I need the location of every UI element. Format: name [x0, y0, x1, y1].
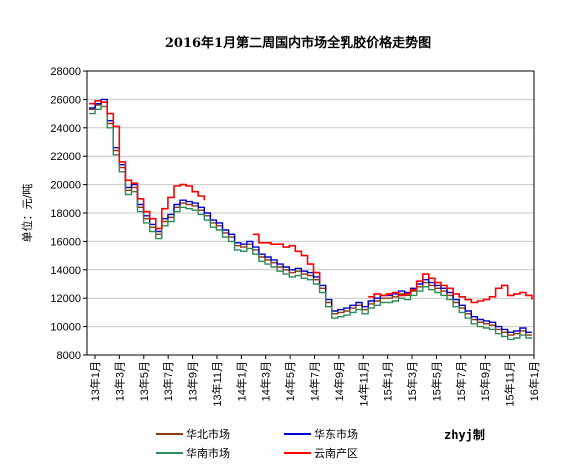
y-tick-label: 20000 [50, 180, 81, 192]
y-tick-label: 14000 [50, 265, 81, 277]
x-tick-label: 15年7月 [454, 361, 468, 401]
y-axis: 8000 10000 12000 14000 16000 18000 20000 22000 2… [50, 66, 87, 362]
x-tick-label: 14年3月 [259, 361, 273, 401]
y-axis-label: 单位：元/吨 [20, 184, 34, 243]
x-tick-label: 13年9月 [186, 361, 200, 401]
x-tick-label: 14年7月 [308, 361, 322, 401]
chart-title: 2016年1月第二周国内市场全乳胶价格走势图 [165, 35, 431, 51]
y-tick-label: 26000 [50, 94, 81, 106]
x-tick-label: 13年11月 [210, 361, 224, 407]
legend-label: 华北市场 [186, 427, 230, 441]
x-tick-label: 15年1月 [381, 361, 395, 401]
y-tick-label: 24000 [50, 123, 81, 135]
x-tick-label: 14年11月 [356, 361, 370, 407]
y-tick-label: 12000 [50, 293, 81, 305]
y-tick-label: 28000 [50, 66, 81, 78]
y-tick-label: 18000 [50, 208, 81, 220]
x-tick-label: 14年9月 [332, 361, 346, 401]
x-axis: 13年1月 13年3月 13年5月 13年7月 13年9月 13年11月 14年1月 14年3… [88, 355, 541, 407]
y-tick-label: 10000 [50, 322, 81, 334]
x-tick-label: 15年3月 [405, 361, 419, 401]
legend-label: 华南市场 [186, 446, 230, 460]
x-tick-label: 13年3月 [112, 361, 126, 401]
x-tick-label: 15年9月 [478, 361, 492, 401]
legend-label: 华东市场 [314, 427, 358, 441]
x-tick-label: 13年7月 [161, 361, 175, 401]
series-line [89, 100, 533, 304]
x-tick-label: 15年5月 [429, 361, 443, 401]
grid-lines [87, 70, 534, 356]
x-tick-label: 14年1月 [234, 361, 248, 401]
credit-label: zhyj制 [444, 427, 485, 442]
x-tick-label: 13年1月 [88, 361, 102, 401]
x-tick-label: 14年5月 [283, 361, 297, 401]
y-tick-label: 16000 [50, 236, 81, 248]
legend-label: 云南产区 [314, 446, 358, 460]
series-lines [89, 98, 533, 341]
x-tick-label: 16年1月 [527, 361, 541, 401]
y-tick-label: 8000 [57, 350, 81, 362]
x-tick-label: 13年5月 [137, 361, 151, 401]
y-tick-label: 22000 [50, 151, 81, 163]
x-tick-label: 15年11月 [503, 361, 517, 407]
